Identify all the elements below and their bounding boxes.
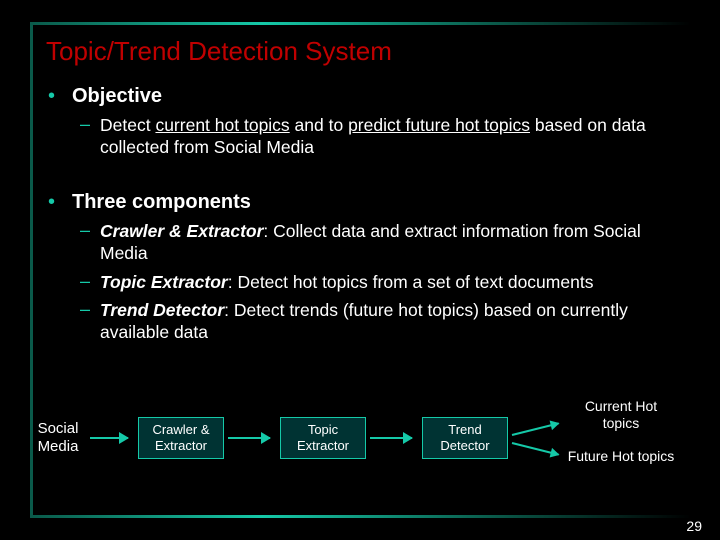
flow-box-topic: Topic Extractor xyxy=(280,417,366,459)
text-line: Social xyxy=(38,420,79,437)
bullet-components-label: Three components xyxy=(72,191,251,214)
bullet-components: • Three components xyxy=(46,191,686,214)
bullet-objective-sub-text: Detect current hot topics and to predict… xyxy=(100,114,686,159)
component-name: Crawler & Extractor xyxy=(100,221,263,241)
text-fragment: Detect xyxy=(100,115,155,135)
text-line: Topic xyxy=(308,422,338,437)
arrow-icon xyxy=(228,437,270,439)
bullet-dash-icon: – xyxy=(80,220,100,265)
bullet-component-item: – Crawler & Extractor: Collect data and … xyxy=(80,220,686,265)
text-line: Extractor xyxy=(297,438,349,453)
arrow-icon xyxy=(370,437,412,439)
bullet-component-text: Trend Detector: Detect trends (future ho… xyxy=(100,299,686,344)
component-name: Topic Extractor xyxy=(100,272,228,292)
flow-output-top: Current Hot topics xyxy=(566,398,676,432)
bullet-dash-icon: – xyxy=(80,271,100,293)
bullet-dot-icon: • xyxy=(46,85,72,108)
arrow-icon xyxy=(90,437,128,439)
text-line: Current Hot xyxy=(585,398,657,414)
bullet-objective-label: Objective xyxy=(72,85,162,108)
text-line: Detector xyxy=(440,438,489,453)
slide-content: Topic/Trend Detection System • Objective… xyxy=(46,36,686,506)
arrow-icon xyxy=(512,442,559,456)
underline-text: current hot topics xyxy=(155,115,289,135)
bullet-dash-icon: – xyxy=(80,299,100,344)
component-desc: : Detect hot topics from a set of text d… xyxy=(228,272,594,292)
text-line: Media xyxy=(38,438,79,455)
bullet-component-text: Topic Extractor: Detect hot topics from … xyxy=(100,271,593,293)
bullet-objective-sub: – Detect current hot topics and to predi… xyxy=(80,114,686,159)
bullet-dot-icon: • xyxy=(46,191,72,214)
bullet-component-text: Crawler & Extractor: Collect data and ex… xyxy=(100,220,686,265)
slide-number: 29 xyxy=(686,518,702,534)
slide-title: Topic/Trend Detection System xyxy=(46,36,686,67)
bullet-objective: • Objective xyxy=(46,85,686,108)
bullet-component-item: – Trend Detector: Detect trends (future … xyxy=(80,299,686,344)
text-fragment: and to xyxy=(290,115,348,135)
arrow-icon xyxy=(512,422,559,436)
flow-box-crawler: Crawler & Extractor xyxy=(138,417,224,459)
text-line: Extractor xyxy=(155,438,207,453)
text-line: Trend xyxy=(448,422,481,437)
flow-diagram: Social Media Crawler & Extractor Topic E… xyxy=(46,406,686,476)
component-name: Trend Detector xyxy=(100,300,224,320)
bullet-dash-icon: – xyxy=(80,114,100,159)
underline-text: predict future hot topics xyxy=(348,115,530,135)
text-line: topics xyxy=(603,415,640,431)
flow-output-bottom: Future Hot topics xyxy=(556,448,686,465)
flow-box-trend: Trend Detector xyxy=(422,417,508,459)
text-line: Crawler & xyxy=(152,422,209,437)
bullet-component-item: – Topic Extractor: Detect hot topics fro… xyxy=(80,271,686,293)
flow-source-label: Social Media xyxy=(28,420,88,456)
